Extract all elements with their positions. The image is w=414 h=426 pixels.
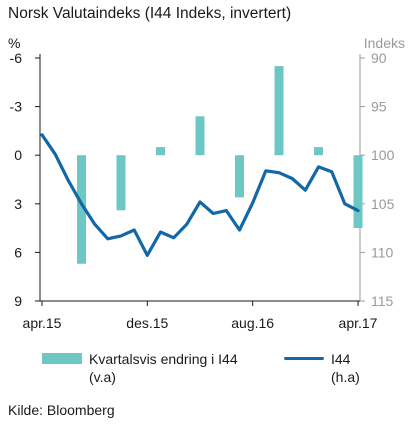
series-line-i44: [40, 133, 360, 257]
left-tick-label: 0: [14, 147, 22, 163]
legend-swatch-bar: [42, 353, 82, 364]
x-tick-label: apr.15: [23, 315, 62, 331]
bar-mark: [274, 66, 284, 156]
legend-label-index: I44 (h.a): [331, 350, 360, 386]
bar-mark: [77, 155, 86, 264]
right-tick-label: 110: [371, 244, 394, 260]
legend-swatch-line: [284, 357, 324, 360]
x-tick-label: des.15: [126, 315, 168, 331]
x-tick-label: aug.16: [231, 315, 274, 331]
bar-mark: [195, 116, 205, 156]
right-tick-label: 100: [371, 147, 395, 163]
bar-mark: [235, 155, 244, 198]
left-tick-label: 6: [14, 244, 22, 260]
left-tick-label: -3: [10, 99, 23, 115]
legend-axis-note-index: (h.a): [331, 369, 360, 385]
right-tick-label: 90: [371, 50, 387, 66]
legend-axis-note-change: (v.a): [89, 369, 116, 385]
legend-series-name-change: Kvartalsvis endring i I44: [89, 351, 238, 367]
legend-series-name-index: I44: [331, 351, 351, 367]
left-tick-label: -6: [10, 50, 23, 66]
bar-mark: [314, 147, 323, 156]
legend-label-change: Kvartalsvis endring i I44 (v.a): [89, 350, 238, 386]
source-note: Kilde: Bloomberg: [8, 402, 115, 418]
bar-mark: [353, 155, 363, 229]
left-axis-unit: %: [8, 35, 20, 51]
bar-mark: [116, 155, 126, 211]
right-tick-label: 115: [371, 293, 394, 309]
x-tick-label: apr.17: [339, 315, 378, 331]
left-tick-label: 9: [14, 293, 22, 309]
right-tick-label: 95: [371, 99, 387, 115]
chart-title: Norsk Valutaindeks (I44 Indeks, inverter…: [8, 5, 292, 22]
left-tick-label: 3: [14, 196, 22, 212]
right-axis-unit: Indeks: [364, 35, 405, 51]
right-tick-label: 105: [371, 196, 395, 212]
bar-mark: [156, 147, 165, 156]
